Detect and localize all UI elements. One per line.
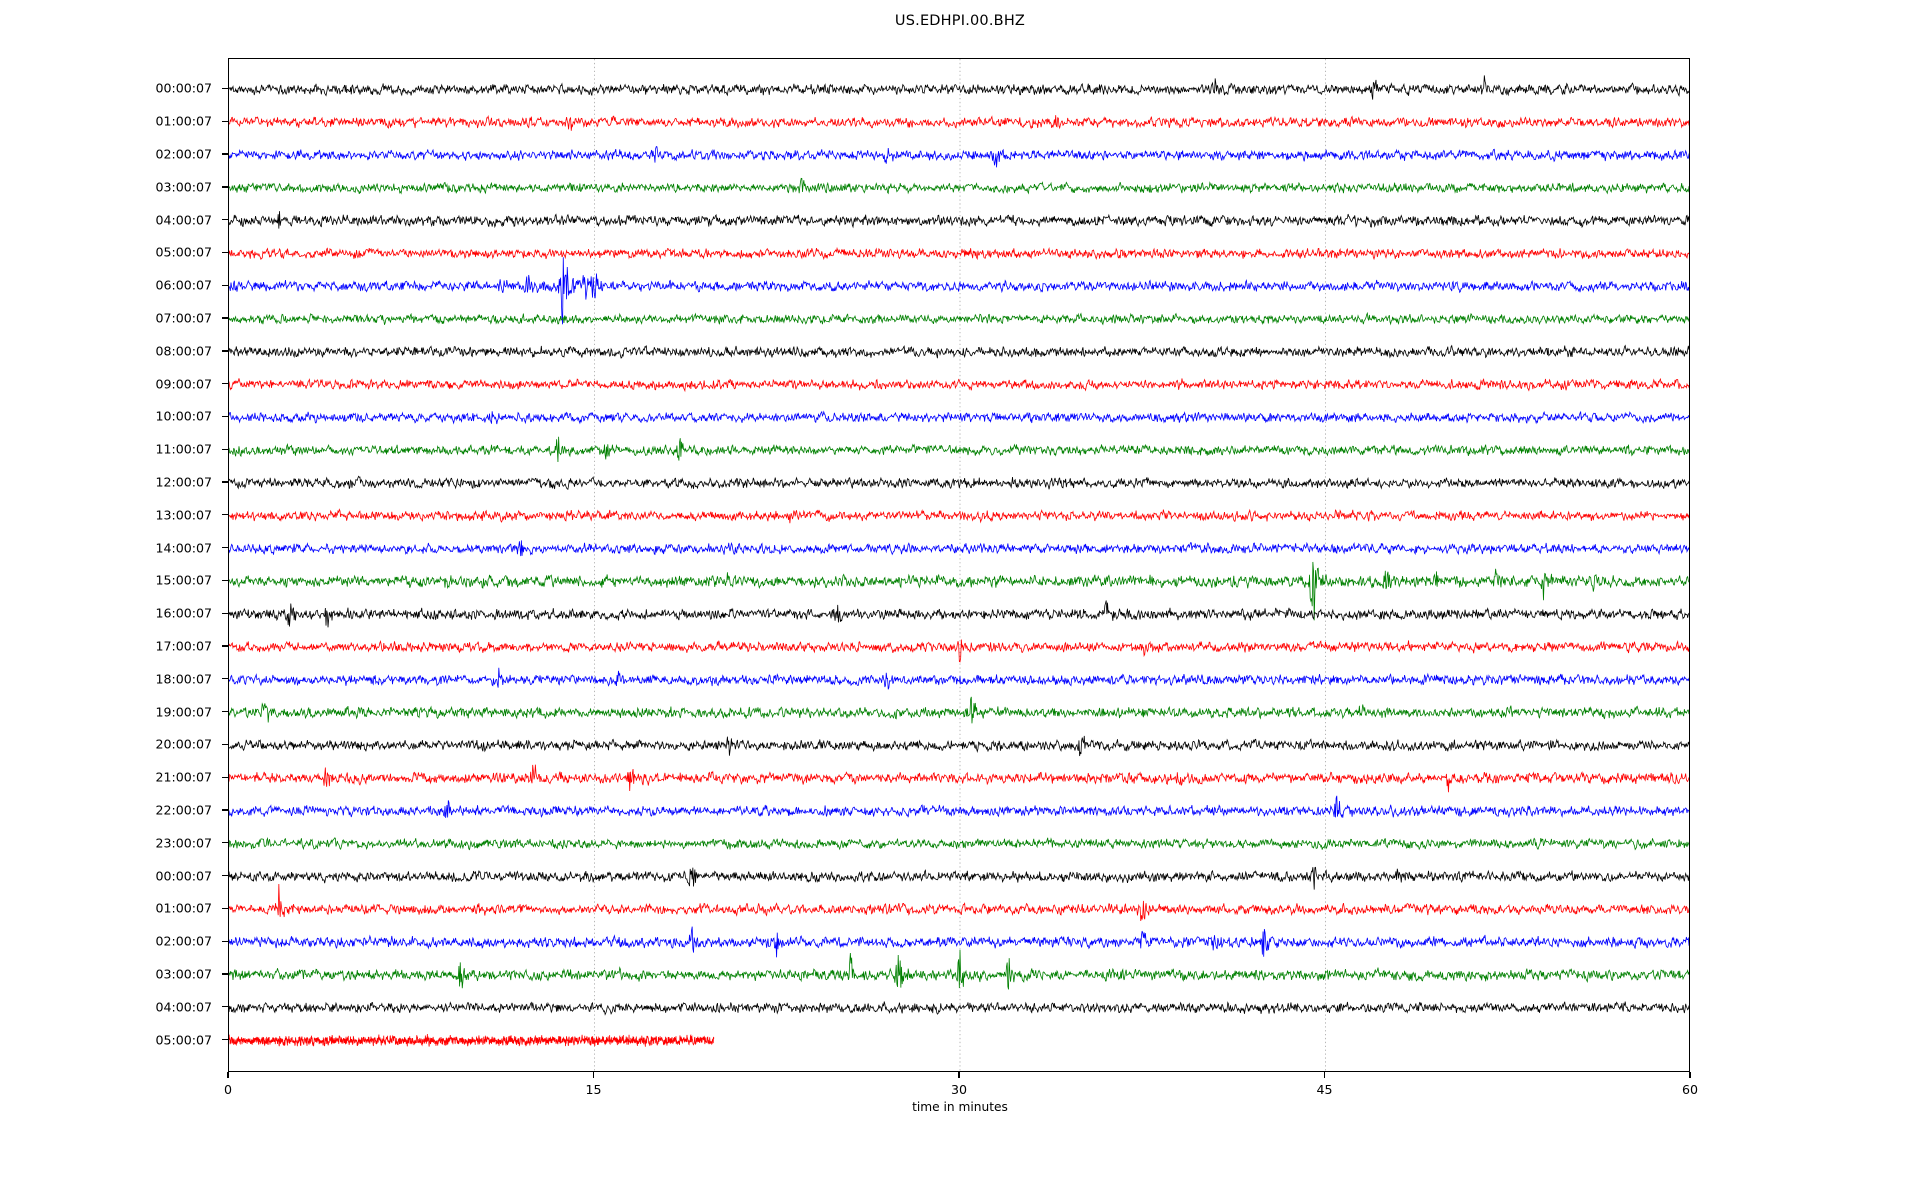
x-axis-tick-label: 45: [1316, 1082, 1333, 1097]
y-axis-tick-label: 14:00:07: [155, 540, 212, 556]
page-title: US.EDHPI.00.BHZ: [894, 13, 1026, 29]
x-axis-tick-mark: [227, 1072, 229, 1078]
y-axis-tick-label: 21:00:07: [155, 769, 212, 785]
y-axis-tick-label: 15:00:07: [155, 572, 212, 588]
trace-1: [229, 114, 1689, 131]
trace-29: [229, 1033, 715, 1047]
trace-18: [229, 667, 1689, 690]
trace-25: [229, 883, 1689, 922]
trace-11: [229, 436, 1689, 463]
x-axis-tick-mark: [958, 1072, 960, 1078]
x-axis-tick-label: 15: [585, 1082, 602, 1097]
trace-16: [229, 600, 1689, 628]
trace-24: [229, 866, 1689, 890]
trace-15: [229, 561, 1689, 621]
y-axis-tick-label: 05:00:07: [155, 244, 212, 260]
trace-19: [229, 696, 1689, 724]
trace-22: [229, 795, 1689, 819]
y-axis-tick-label: 06:00:07: [155, 277, 212, 293]
trace-17: [229, 639, 1689, 663]
x-axis-tick-label: 30: [950, 1082, 968, 1097]
y-axis-tick-label: 08:00:07: [155, 343, 212, 359]
y-axis-tick-label: 16:00:07: [155, 605, 212, 621]
trace-svg: [229, 59, 1689, 1071]
y-axis-tick-label: 00:00:07: [155, 868, 212, 884]
trace-9: [229, 377, 1689, 393]
trace-0: [229, 75, 1689, 100]
trace-28: [229, 1001, 1689, 1016]
seismogram-plot-area[interactable]: [228, 58, 1690, 1072]
y-axis-tick-label: 02:00:07: [155, 933, 212, 949]
trace-20: [229, 735, 1689, 757]
y-axis-tick-label: 20:00:07: [155, 736, 212, 752]
x-axis-tick-mark: [1323, 1072, 1326, 1078]
trace-12: [229, 475, 1689, 490]
y-axis-tick-label: 18:00:07: [155, 671, 212, 687]
trace-14: [229, 540, 1689, 557]
y-axis-tick-label: 19:00:07: [155, 704, 212, 720]
y-axis-tick-label: 03:00:07: [155, 179, 212, 195]
trace-8: [229, 344, 1689, 359]
y-axis-tick-label: 10:00:07: [155, 408, 212, 424]
trace-13: [229, 508, 1689, 524]
y-axis-tick-label: 04:00:07: [155, 212, 212, 228]
x-axis-tick-mark: [592, 1072, 595, 1078]
y-axis-tick-label: 00:00:07: [155, 80, 212, 96]
y-axis-tick-label: 12:00:07: [155, 474, 212, 490]
trace-7: [229, 311, 1689, 326]
y-axis-tick-label: 05:00:07: [155, 1032, 212, 1048]
x-axis-title: time in minutes: [912, 1100, 1008, 1114]
y-axis-tick-label: 17:00:07: [155, 638, 212, 654]
trace-23: [229, 837, 1689, 851]
trace-27: [229, 949, 1689, 990]
y-axis-tick-label: 23:00:07: [155, 835, 212, 851]
trace-3: [229, 177, 1689, 195]
trace-10: [229, 410, 1689, 425]
trace-6: [229, 257, 1689, 325]
y-axis-tick-label: 13:00:07: [155, 507, 212, 523]
y-axis-tick-label: 02:00:07: [155, 146, 212, 162]
y-axis-tick-label: 07:00:07: [155, 310, 212, 326]
y-axis-tick-label: 04:00:07: [155, 999, 212, 1015]
trace-4: [229, 211, 1689, 229]
y-axis-tick-label: 01:00:07: [155, 900, 212, 916]
y-axis-tick-label: 22:00:07: [155, 802, 212, 818]
trace-5: [229, 246, 1689, 261]
trace-2: [229, 145, 1689, 168]
y-axis-tick-label: 01:00:07: [155, 113, 212, 129]
y-axis-tick-label: 09:00:07: [155, 376, 212, 392]
x-axis-tick-label: 60: [1681, 1082, 1699, 1097]
x-axis-tick-mark: [1689, 1072, 1691, 1078]
y-axis-tick-label: 03:00:07: [155, 966, 212, 982]
trace-21: [229, 764, 1689, 793]
y-axis-tick-label: 11:00:07: [155, 441, 212, 457]
x-axis-tick-label: 0: [223, 1082, 233, 1097]
trace-26: [229, 926, 1689, 958]
